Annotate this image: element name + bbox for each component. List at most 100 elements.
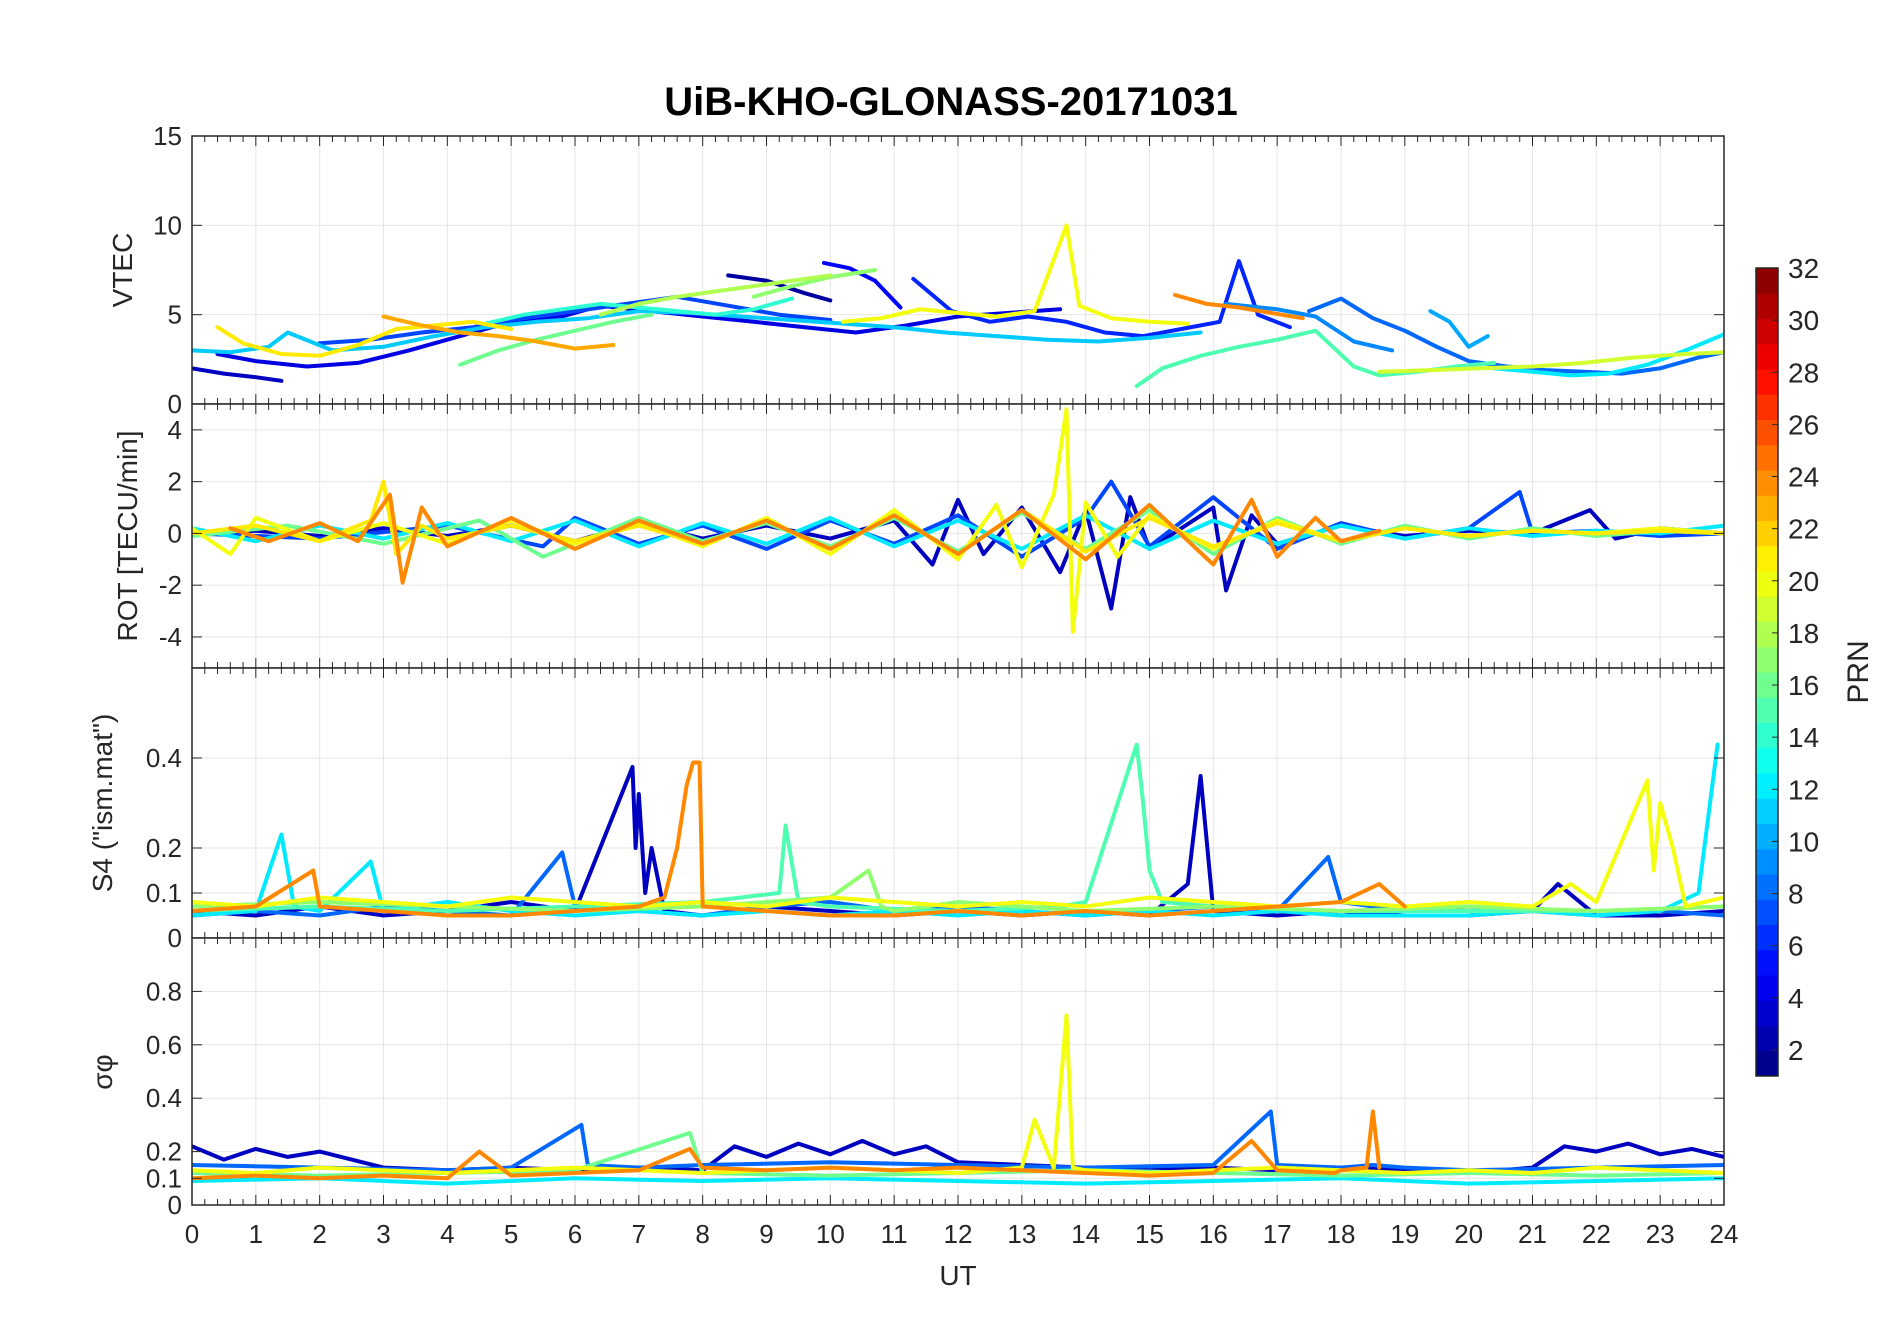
y-tick-label: 15 [153,121,182,151]
x-tick-label: 14 [1071,1219,1100,1249]
y-axis-label-s4: S4 ("ism.mat") [87,714,118,893]
colorbar-tick-label: 32 [1788,253,1819,284]
colorbar-tick-label: 12 [1788,774,1819,805]
y-axis-label-rot: ROT [TECU/min] [112,430,143,641]
series-prn-9 [1224,301,1395,353]
chart-title: UiB-KHO-GLONASS-20171031 [664,80,1238,124]
series-prn-3 [192,366,284,383]
colorbar-box [1755,267,1779,1077]
y-tick-label: 0.2 [146,1137,182,1167]
colorbar-band [1756,823,1778,850]
y-ticks: 0 0.1 0.2 0.4 [146,743,1724,953]
series-prn-24 [192,760,1407,918]
colorbar-tick-label: 6 [1788,931,1804,962]
x-tick-label: 16 [1199,1219,1228,1249]
x-tick-label: 11 [881,1219,908,1249]
x-ticks [191,668,1725,938]
colorbar-band [1756,722,1778,749]
x-tick-label: 12 [944,1219,973,1249]
colorbar-band [1756,571,1778,597]
colorbar-label: PRN [1842,640,1875,703]
colorbar-band [1756,369,1778,395]
x-tick-label: 9 [759,1219,773,1249]
series-group [192,223,1724,389]
colorbar-band [1756,520,1778,547]
x-tick-label: 6 [568,1219,582,1249]
colorbar-band [1756,495,1778,521]
x-tick-label: 17 [1263,1219,1292,1249]
colorbar-band [1756,924,1778,951]
y-tick-label: 0.8 [146,976,182,1006]
y-tick-label: 0 [168,518,182,548]
colorbar-band [1756,1000,1778,1026]
panel-vtec: 0 5 10 15 VTEC [107,121,1725,419]
series-prn-19 [1377,350,1724,374]
colorbar-band [1756,899,1778,925]
colorbar-band [1756,470,1778,496]
series-prn-20 [192,1013,1724,1175]
series-prn-20 [841,223,1190,326]
y-ticks: -4 -2 0 2 4 [159,415,1724,652]
series-prn-18 [598,273,833,317]
x-tick-label: 21 [1518,1219,1547,1249]
colorbar-band [1756,949,1778,976]
colorbar-band [1756,747,1778,774]
y-tick-label: 0.2 [146,833,182,863]
series-prn-5 [822,260,903,310]
colorbar-band [1756,318,1778,345]
colorbar-band [1756,444,1778,471]
series-prn-17 [751,268,877,299]
x-tick-label: 4 [440,1219,454,1249]
x-tick-label: 24 [1710,1219,1739,1249]
series-prn-12 [192,513,1724,551]
series-prn-17 [192,868,1724,913]
colorbar-band [1756,874,1778,900]
x-tick-label: 20 [1454,1219,1483,1249]
x-tick-label: 5 [504,1219,518,1249]
series-prn-6 [911,259,1292,339]
x-tick-label: 22 [1582,1219,1611,1249]
series-prn-24 [228,492,1382,585]
colorbar-band [1756,343,1778,370]
x-ticks [191,136,1725,404]
x-ticks [191,404,1725,668]
grid [191,404,1725,668]
colorbar-tick-label: 26 [1788,409,1819,440]
series-prn-11 [192,309,1203,355]
y-tick-label: 0 [168,1190,182,1220]
y-tick-label: 0 [168,389,182,419]
series-prn-10 [1428,309,1490,349]
colorbar-band [1756,545,1778,572]
colorbar-tick-label: 28 [1788,357,1819,388]
colorbar-tick-label: 24 [1788,462,1819,493]
colorbar-tick-label: 22 [1788,514,1819,545]
series-group [192,1013,1724,1186]
colorbar-band [1756,394,1778,420]
y-tick-label: 0.1 [146,878,182,908]
x-tick-label: 0 [185,1219,199,1249]
y-tick-label: 0.4 [146,1083,182,1113]
x-tick-label: 10 [816,1219,845,1249]
series-group [192,742,1724,918]
colorbar-band [1756,1025,1778,1052]
colorbar-band [1756,1050,1778,1077]
colorbar-band [1756,697,1778,723]
y-axis-label-sigma_phi: σφ [87,1054,118,1089]
colorbar-band [1756,646,1778,673]
colorbar-tick-label: 16 [1788,670,1819,701]
y-tick-label: 0 [168,923,182,953]
series-group [192,407,1724,634]
colorbar-tick-label: 2 [1788,1035,1804,1066]
colorbar-band [1756,773,1778,799]
colorbar-band [1756,268,1778,294]
y-tick-label: 10 [153,210,182,240]
y-tick-label: 0.6 [146,1030,182,1060]
series-prn-14 [483,296,794,326]
x-tick-label: 7 [632,1219,646,1249]
x-tick-label: 19 [1390,1219,1419,1249]
colorbar-band [1756,596,1778,622]
y-tick-label: 0.4 [146,743,182,773]
grid [191,938,1725,1206]
